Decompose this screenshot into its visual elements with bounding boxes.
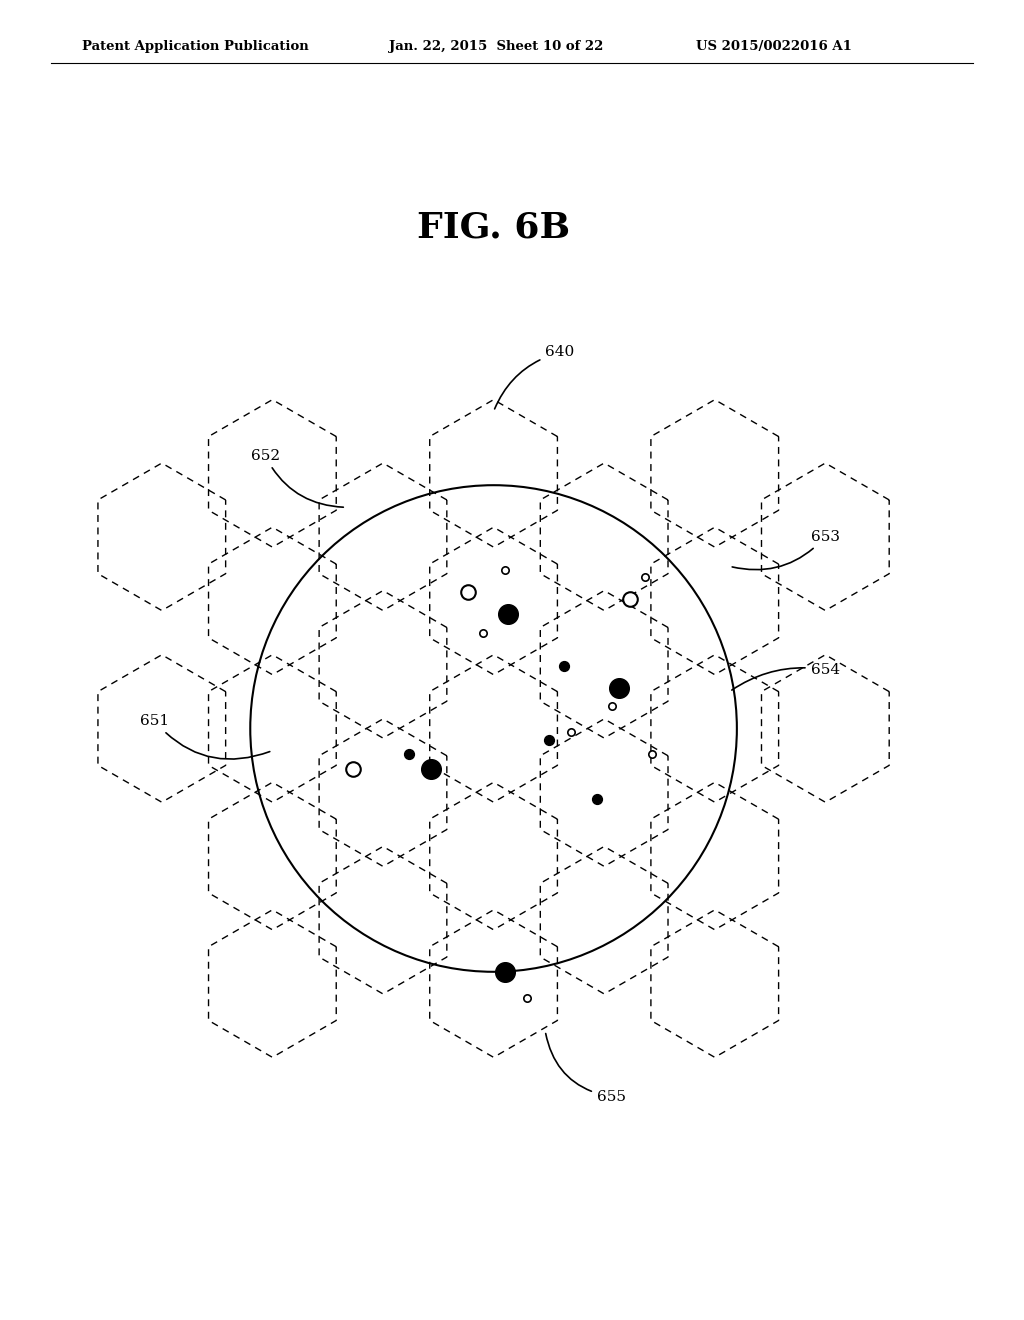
- Point: [563, 722, 580, 743]
- Point: [400, 743, 417, 764]
- Point: [622, 589, 638, 610]
- Point: [518, 987, 535, 1008]
- Text: 651: 651: [140, 714, 269, 759]
- Point: [474, 622, 490, 643]
- Point: [497, 961, 513, 982]
- Point: [644, 743, 660, 764]
- Text: US 2015/0022016 A1: US 2015/0022016 A1: [696, 40, 852, 53]
- Text: FIG. 6B: FIG. 6B: [417, 210, 570, 244]
- Text: 654: 654: [732, 663, 840, 690]
- Text: Patent Application Publication: Patent Application Publication: [82, 40, 308, 53]
- Point: [497, 560, 513, 581]
- Text: 655: 655: [546, 1034, 626, 1104]
- Text: 652: 652: [251, 449, 343, 507]
- Point: [541, 729, 557, 750]
- Point: [610, 677, 627, 698]
- Text: Jan. 22, 2015  Sheet 10 of 22: Jan. 22, 2015 Sheet 10 of 22: [389, 40, 603, 53]
- Point: [589, 788, 605, 809]
- Point: [345, 759, 361, 780]
- Point: [460, 582, 476, 603]
- Point: [423, 759, 439, 780]
- Point: [555, 655, 571, 676]
- Text: 653: 653: [732, 529, 840, 570]
- Point: [637, 566, 653, 587]
- Point: [603, 696, 620, 717]
- Point: [500, 603, 516, 624]
- Text: 640: 640: [495, 346, 574, 409]
